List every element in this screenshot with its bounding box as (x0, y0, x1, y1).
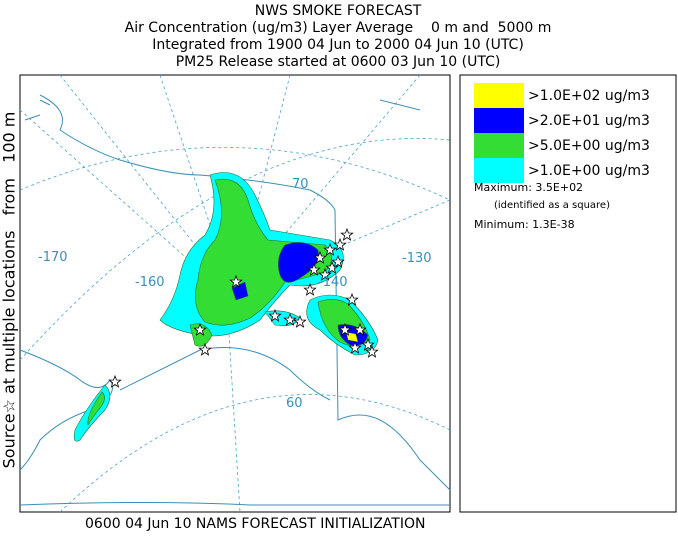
grid-label: 60 (286, 396, 303, 411)
source-marker (198, 342, 212, 356)
legend-label: >1.0E+00 ug/m3 (528, 163, 650, 179)
title: NWS SMOKE FORECAST (255, 3, 422, 19)
source-marker (333, 237, 347, 251)
coastline (119, 347, 331, 401)
legend-swatch (474, 108, 524, 133)
grid-label: -140 (318, 275, 348, 290)
footer: 0600 04 Jun 10 NAMS FORECAST INITIALIZAT… (85, 516, 425, 532)
legend-label: >2.0E+01 ug/m3 (528, 113, 650, 129)
grid-label: -160 (135, 275, 165, 290)
smoke-plume (345, 331, 359, 343)
smoke-plume (278, 242, 319, 283)
minimum: Minimum: 1.3E-38 (474, 218, 575, 231)
source-marker (345, 292, 359, 306)
graticule (19, 147, 451, 201)
coastline (19, 502, 450, 506)
source-marker (293, 314, 307, 328)
subtitle: Air Concentration (ug/m3) Layer Average … (125, 20, 552, 36)
subtitle: Integrated from 1900 04 Jun to 2000 04 J… (152, 37, 524, 53)
maximum-note: (identified as a square) (494, 200, 610, 211)
smoke-plume (194, 178, 332, 326)
legend-label: >5.0E+00 ug/m3 (528, 138, 650, 154)
smoke-plume (231, 281, 249, 301)
maximum: Maximum: 3.5E+02 (474, 181, 583, 194)
graticule (19, 109, 201, 271)
source-marker (108, 374, 122, 388)
source-marker (229, 274, 243, 288)
map (19, 74, 451, 513)
coastline (24, 99, 421, 121)
source-marker (348, 340, 362, 354)
source-marker (338, 322, 352, 336)
source-marker (361, 337, 375, 351)
grid-label: 70 (292, 177, 309, 192)
grid-label: -170 (38, 250, 68, 265)
side-label: Source☆ at multiple locations from 100 m (0, 112, 19, 469)
subtitle: PM25 Release started at 0600 03 Jun 10 (… (176, 54, 501, 70)
source-marker (268, 308, 282, 322)
legend-swatch (474, 158, 524, 183)
coastline (19, 349, 113, 471)
coastline (39, 94, 451, 491)
graticule (59, 394, 451, 513)
source-marker (331, 254, 345, 268)
source-marker (353, 322, 367, 336)
graticule (259, 199, 451, 281)
source-marker (283, 312, 297, 326)
legend-label: >1.0E+02 ug/m3 (528, 88, 650, 104)
source-marker (318, 267, 332, 281)
source-marker (323, 242, 337, 256)
source-marker (340, 227, 354, 241)
source-marker (313, 250, 327, 264)
source-marker (303, 282, 317, 296)
source-marker (307, 262, 321, 276)
smoke-plume (87, 391, 105, 426)
source-marker (365, 344, 379, 358)
legend-swatch (474, 83, 524, 108)
grid-label: -130 (402, 251, 432, 266)
source-marker (193, 322, 207, 336)
legend-swatch (474, 133, 524, 158)
